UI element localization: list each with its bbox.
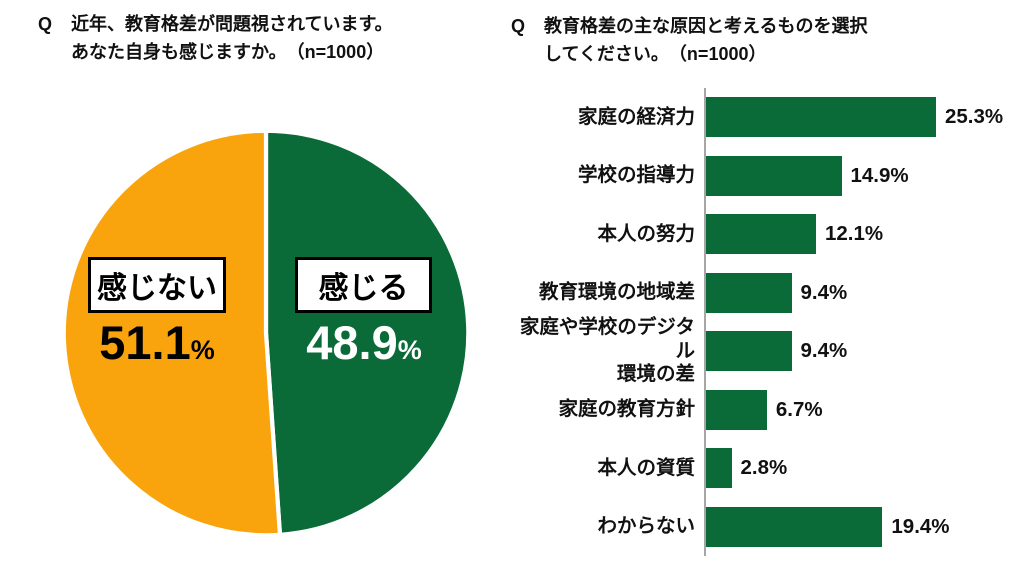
bar-category-label: 本人の努力 (597, 222, 695, 245)
bar (706, 97, 936, 138)
pie-label-box-kanjinai: 感じない (88, 257, 226, 313)
bar (706, 506, 883, 547)
bar-row: 本人の努力 12.1% (512, 205, 1018, 264)
bar-question-mark: Q (511, 16, 526, 36)
pie-question-mark: Q (38, 14, 53, 34)
bar (706, 272, 792, 313)
bar-value-label: 6.7% (775, 397, 823, 421)
bar-category-label: 学校の指導力 (577, 164, 695, 187)
pie-slice-感じる (263, 128, 471, 537)
bar-zone: 9.4% (704, 263, 1016, 322)
bar-category-label: 家庭や学校のデジタル 環境の差 (519, 316, 695, 385)
bar (706, 214, 816, 255)
pie-label-box-kanjiru: 感じる (295, 257, 432, 313)
pie-question-text: 近年、教育格差が問題視されています。 あなた自身も感じますか。 （n=1000） (71, 14, 393, 62)
bar-category-label: 本人の資質 (597, 456, 695, 479)
pie-svg (61, 128, 471, 538)
bar-zone: 25.3% (704, 88, 1016, 147)
bar (706, 389, 767, 430)
pie-value-number: 48.9 (306, 316, 398, 369)
bar-value-label: 2.8% (740, 456, 788, 480)
bar (706, 448, 732, 489)
bar (706, 331, 792, 372)
bar-chart: 家庭の経済力 25.3% 学校の指導力 14.9% 本人の努力 12.1% 教育環境の地域差… (512, 88, 1018, 556)
pie-chart: 感じない 51.1% 感じる 48.9% (0, 0, 500, 567)
bar-zone: 12.1% (704, 205, 1016, 264)
bar-row: 教育環境の地域差 9.4% (512, 263, 1018, 322)
bar-value-label: 14.9% (850, 163, 909, 187)
bar-row: 本人の資質 2.8% (512, 439, 1018, 498)
pie-value-number: 51.1 (99, 316, 191, 369)
pie-value-kanjinai: 51.1% (84, 317, 230, 369)
bar-value-label: 12.1% (825, 222, 884, 246)
bar-row: 家庭や学校のデジタル 環境の差 9.4% (512, 316, 1018, 385)
bar-zone: 6.7% (704, 380, 1016, 439)
bar-zone: 14.9% (704, 146, 1016, 205)
bar-row: 学校の指導力 14.9% (512, 146, 1018, 205)
bar-category-label: 教育環境の地域差 (538, 281, 695, 304)
pie-value-kanjiru: 48.9% (291, 317, 437, 369)
percent-sign: % (190, 335, 215, 365)
bar-category-label: 家庭の教育方針 (558, 398, 695, 421)
bar (706, 155, 842, 196)
bar-category-label: わからない (597, 515, 695, 538)
bar-question-title: Q 教育格差の主な原因と考えるものを選択 してください。 （n=1000） (511, 13, 867, 69)
bar-zone: 2.8% (704, 439, 1016, 498)
bar-row: 家庭の経済力 25.3% (512, 88, 1018, 147)
bar-row: わからない 19.4% (512, 497, 1018, 556)
bar-value-label: 25.3% (945, 105, 1004, 129)
bar-category-label: 家庭の経済力 (577, 105, 695, 128)
bar-value-label: 9.4% (800, 339, 848, 363)
bar-zone: 19.4% (704, 497, 1016, 556)
percent-sign: % (397, 335, 422, 365)
pie-slice-感じない (61, 128, 283, 538)
bar-question-text: 教育格差の主な原因と考えるものを選択 してください。 （n=1000） (544, 16, 868, 64)
bar-row: 家庭の教育方針 6.7% (512, 380, 1018, 439)
bar-value-label: 19.4% (891, 514, 950, 538)
pie-question-title: Q 近年、教育格差が問題視されています。 あなた自身も感じますか。 （n=100… (38, 11, 393, 67)
bar-zone: 9.4% (704, 322, 1016, 381)
bar-value-label: 9.4% (800, 280, 848, 304)
